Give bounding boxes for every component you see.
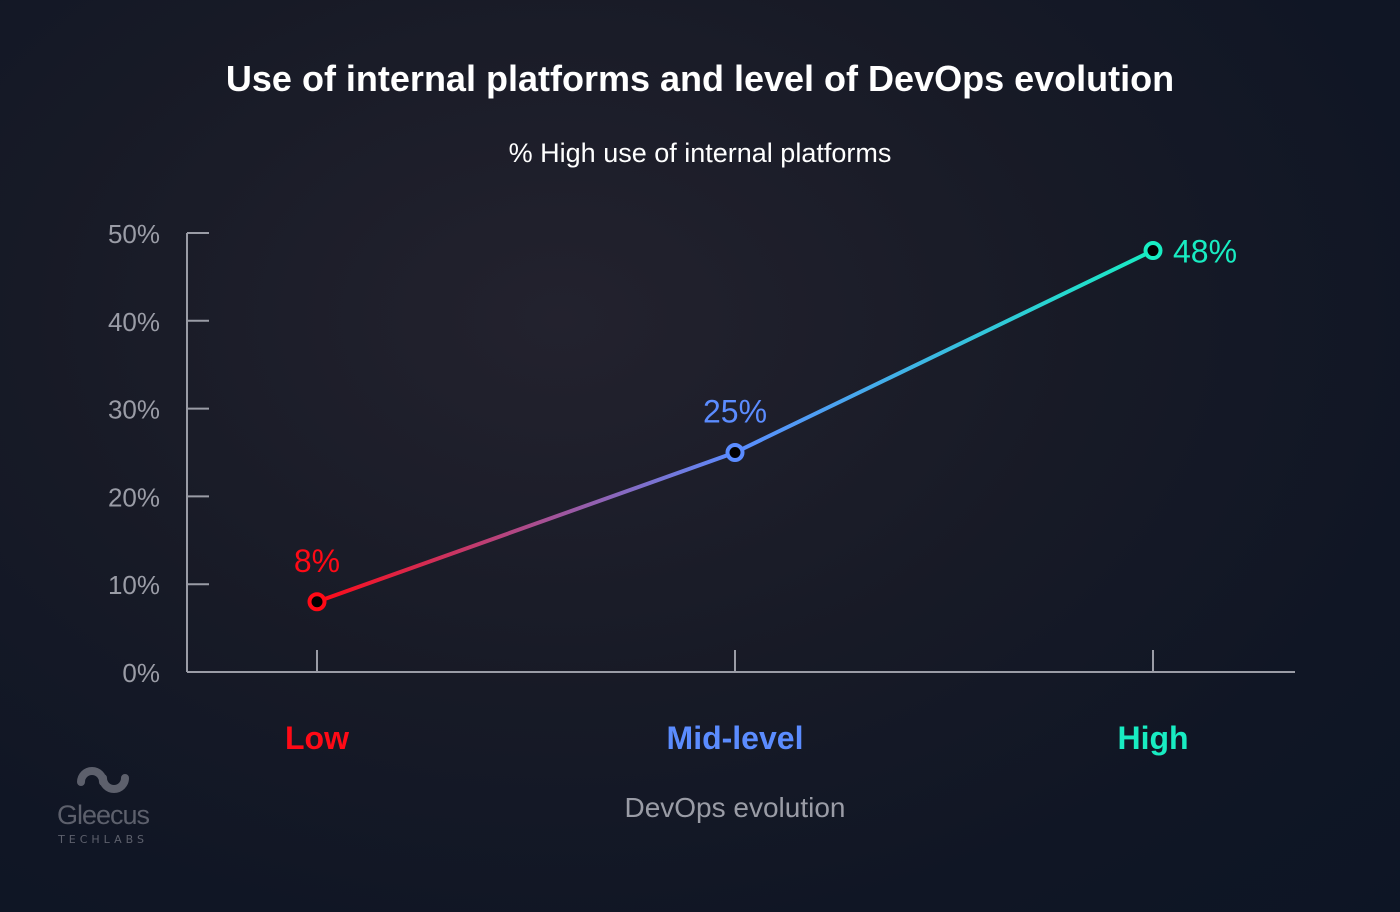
y-tick-label: 20% — [108, 482, 160, 512]
data-label: 8% — [294, 543, 340, 579]
y-tick-label: 50% — [108, 219, 160, 249]
y-tick-label: 30% — [108, 395, 160, 425]
logo-mark-icon — [77, 767, 129, 793]
x-tick-label: High — [1117, 720, 1188, 756]
logo-sub: TECHLABS — [58, 833, 148, 846]
y-axis-label: % High use of internal platforms — [508, 138, 892, 168]
x-tick-label: Mid-level — [667, 720, 804, 756]
gleecus-logo: Gleecus TECHLABS — [48, 760, 158, 846]
y-tick-label: 0% — [122, 658, 160, 688]
y-tick-label: 40% — [108, 307, 160, 337]
x-axis-label: DevOps evolution — [624, 792, 845, 823]
data-point — [725, 443, 745, 462]
chart-title: Use of internal platforms and level of D… — [225, 58, 1175, 99]
data-label: 25% — [703, 394, 767, 430]
data-point — [1143, 241, 1163, 261]
logo-name: Gleecus — [56, 800, 150, 830]
y-tick-label: 10% — [108, 570, 160, 600]
data-point — [307, 592, 327, 612]
x-tick-label: Low — [285, 720, 349, 756]
data-label: 48% — [1173, 234, 1237, 270]
